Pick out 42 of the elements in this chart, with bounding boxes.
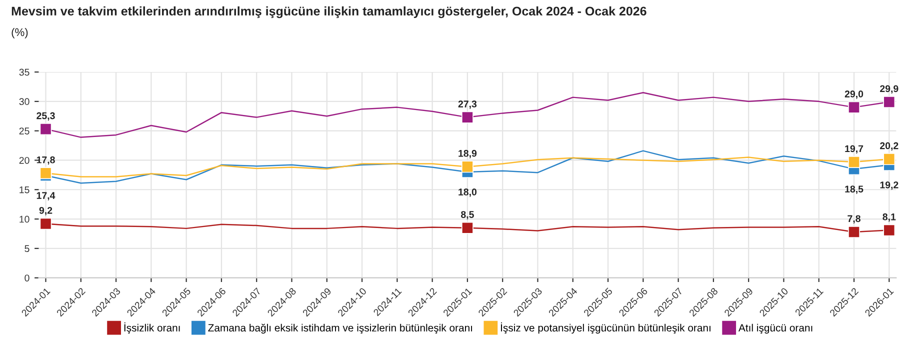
y-tick-label: 20 [19, 156, 30, 164]
point [40, 123, 52, 136]
y-tick-label: 0 [24, 274, 30, 282]
y-tick-label: 5 [24, 245, 30, 252]
data-label: 29,0 [844, 90, 864, 99]
data-label: 8,1 [882, 213, 896, 222]
point [848, 156, 860, 168]
point [461, 160, 474, 173]
legend-label: İşsiz ve potansiyel işgücünün bütünleşik oranı [501, 322, 710, 334]
data-label: 18,0 [458, 188, 477, 197]
data-label: 25,3 [36, 112, 55, 121]
point [40, 218, 52, 230]
data-label: 17,4 [36, 192, 56, 200]
data-label: 8,5 [461, 211, 474, 220]
data-label: 29,9 [880, 85, 898, 94]
data-label: 20,2 [880, 142, 898, 151]
y-tick-label: 10 [20, 216, 30, 223]
y-axis-title: (%) [12, 28, 28, 38]
data-label: 18,5 [845, 186, 864, 194]
point [461, 111, 474, 124]
point [883, 96, 896, 108]
data-label: 7,8 [848, 215, 860, 224]
point [461, 222, 474, 234]
point [883, 224, 896, 236]
point [40, 167, 52, 180]
chart-title: Mevsim ve takvim etkilerinden arındırılmış işgücüne ilişkin tamamlayıcı göstergeler, Ocak 2024 - Ocak 2026 [12, 6, 646, 18]
legend-label: Zamana bağlı eksik istihdam ve işsizlerin bütünleşik oranı [208, 324, 472, 334]
legend-label: Atıl işgücü oranı [738, 324, 812, 334]
data-label: 19,7 [845, 145, 864, 154]
y-tick-label: 35 [19, 68, 30, 76]
y-tick-label: 15 [20, 186, 30, 194]
point [883, 153, 896, 166]
data-label: 27,3 [458, 100, 477, 109]
data-label: 9,2 [39, 206, 52, 216]
legend-label: İşsizlik oranı [124, 322, 180, 334]
y-tick-label: 30 [19, 98, 30, 106]
y-tick-label: 25 [19, 128, 30, 134]
point [848, 101, 860, 114]
point [848, 226, 860, 238]
data-label: 19,2 [880, 181, 898, 190]
data-label: 18,9 [458, 150, 477, 158]
data-label: 17,8 [36, 156, 55, 165]
